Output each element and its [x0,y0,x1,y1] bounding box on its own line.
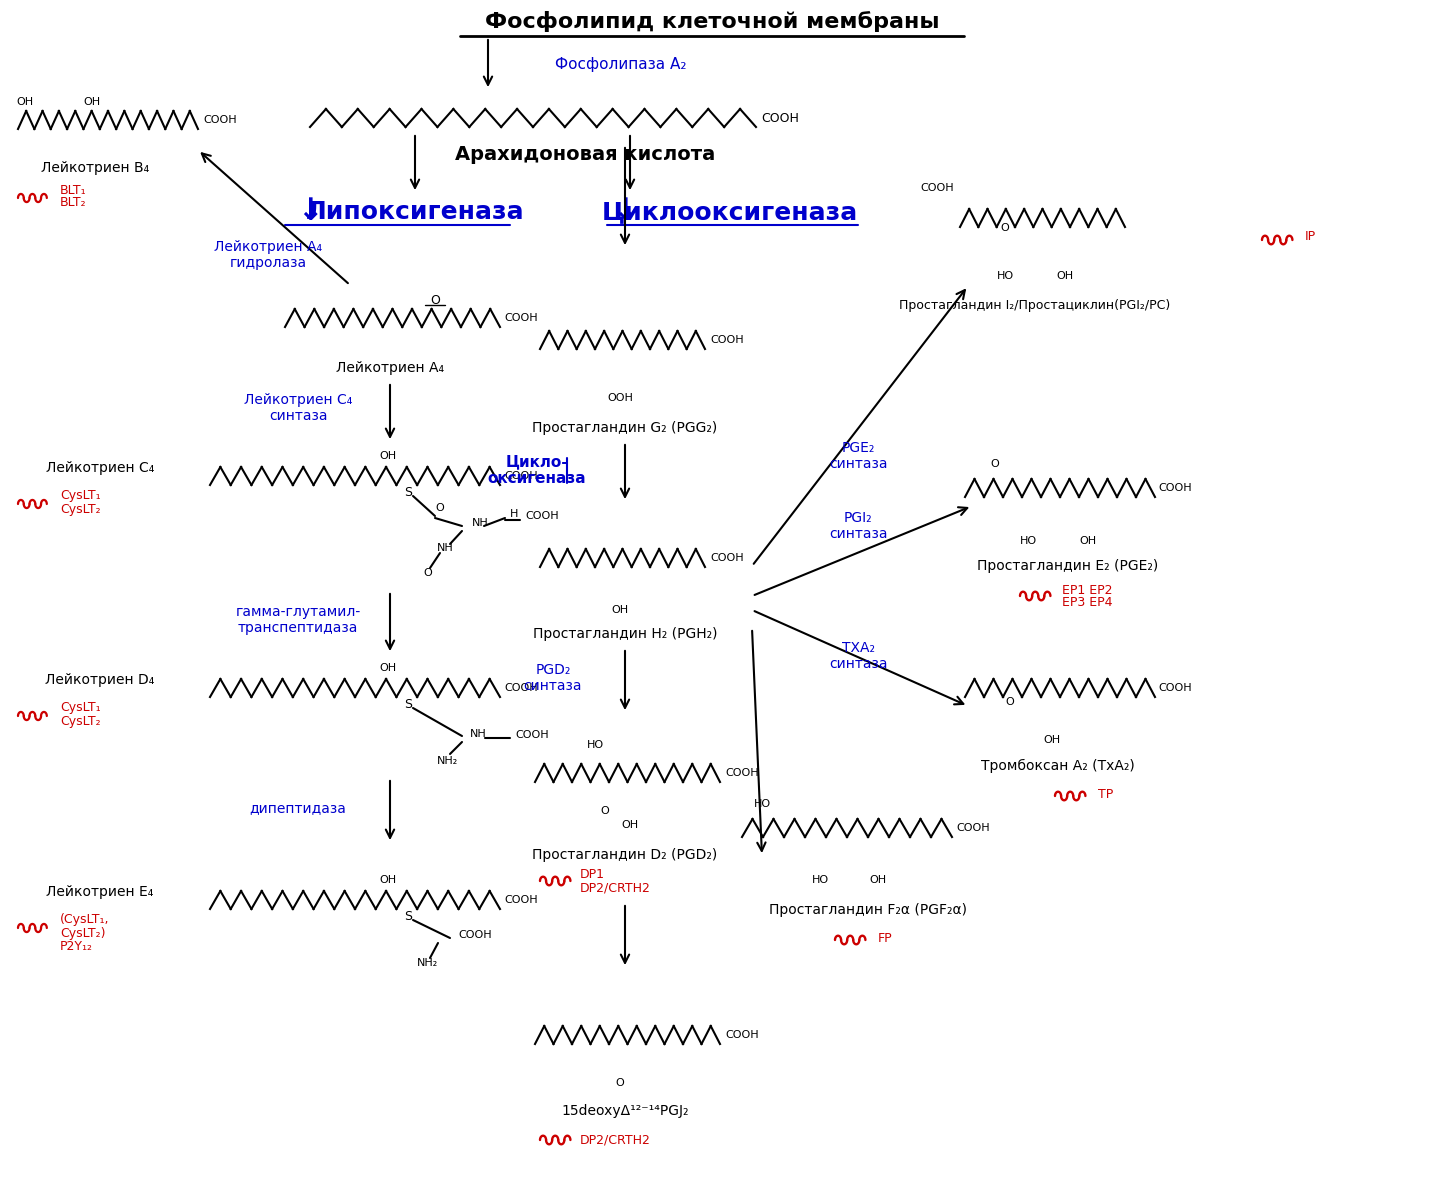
Text: Простагландин E₂ (PGE₂): Простагландин E₂ (PGE₂) [977,559,1158,573]
Text: Тромбоксан A₂ (TxA₂): Тромбоксан A₂ (TxA₂) [981,758,1135,773]
Text: H: H [509,509,518,519]
Text: EP3 EP4: EP3 EP4 [1062,597,1112,609]
Text: OH: OH [380,451,397,461]
Text: COOH: COOH [955,823,990,833]
Text: COOH: COOH [1158,683,1191,693]
Text: Фосфолипид клеточной мембраны: Фосфолипид клеточной мембраны [485,12,940,32]
Text: гамма-глутамил-
транспептидаза: гамма-глутамил- транспептидаза [236,605,361,635]
Text: HO: HO [812,875,829,886]
Text: Простагландин G₂ (PGG₂): Простагландин G₂ (PGG₂) [532,421,718,434]
Text: BLT₁: BLT₁ [60,184,86,197]
Text: Арахидоновая кислота: Арахидоновая кислота [455,146,715,165]
Text: O: O [600,806,609,815]
Text: OH: OH [380,664,397,673]
Text: COOH: COOH [725,768,758,777]
Text: OH: OH [1056,271,1073,281]
Text: O: O [1006,697,1014,707]
Text: OH: OH [612,605,629,615]
Text: Лейкотриен D₄: Лейкотриен D₄ [45,673,154,687]
Text: HO: HO [754,799,770,810]
Text: ↓: ↓ [298,197,322,227]
Text: OH: OH [622,820,639,830]
Text: Простагландин D₂ (PGD₂): Простагландин D₂ (PGD₂) [532,848,718,862]
Text: OH: OH [16,97,33,107]
Text: DP2/CRTH2: DP2/CRTH2 [580,1134,650,1147]
Text: OH: OH [83,97,101,107]
Text: NH: NH [472,518,489,528]
Text: O: O [436,503,445,513]
Text: ↓: ↓ [612,197,637,227]
Text: PGE₂
синтаза: PGE₂ синтаза [829,440,888,471]
Text: COOH: COOH [525,510,558,521]
Text: HO: HO [996,271,1013,281]
Text: Лейкотриен С₄: Лейкотриен С₄ [46,461,154,475]
Text: O: O [990,459,999,469]
Text: Простагландин F₂α (PGF₂α): Простагландин F₂α (PGF₂α) [768,903,967,918]
Text: Цикло-
оксигеназа: Цикло- оксигеназа [488,453,586,487]
Text: HO: HO [1019,537,1036,546]
Text: COOH: COOH [920,183,954,193]
Text: IP: IP [1305,229,1317,242]
Text: O: O [616,1078,625,1088]
Text: NH: NH [436,542,453,553]
Text: Простагландин I₂/Простациклин(PGI₂/PC): Простагландин I₂/Простациклин(PGI₂/PC) [899,299,1170,312]
Text: O: O [1000,223,1009,233]
Text: OH: OH [1079,537,1097,546]
Text: COOH: COOH [504,313,538,323]
Text: Лейкотриен А₄
гидролаза: Лейкотриен А₄ гидролаза [214,240,322,271]
Text: FP: FP [878,932,892,945]
Text: OH: OH [869,875,886,886]
Text: CysLT₂): CysLT₂) [60,927,105,939]
Text: O: O [430,293,440,306]
Text: TP: TP [1098,787,1114,800]
Text: EP1 EP2: EP1 EP2 [1062,584,1112,597]
Text: CysLT₁: CysLT₁ [60,702,101,715]
Text: PGD₂
синтаза: PGD₂ синтаза [524,662,583,693]
Text: S: S [404,485,412,499]
Text: Лейкотриен E₄: Лейкотриен E₄ [46,886,154,899]
Text: CysLT₂: CysLT₂ [60,502,101,515]
Text: OOH: OOH [607,393,633,404]
Text: Лейкотриен В₄: Лейкотриен В₄ [40,161,150,174]
Text: TXA₂
синтаза: TXA₂ синтаза [829,641,888,671]
Text: COOH: COOH [709,553,744,563]
Text: COOH: COOH [504,683,538,693]
Text: дипептидаза: дипептидаза [249,801,347,815]
Text: S: S [404,909,412,922]
Text: S: S [404,698,412,711]
Text: HO: HO [587,740,603,750]
Text: OH: OH [1043,735,1061,745]
Text: Липоксигеназа: Липоксигеназа [305,199,524,224]
Text: 15deoxyΔ¹²⁻¹⁴PGJ₂: 15deoxyΔ¹²⁻¹⁴PGJ₂ [561,1104,689,1118]
Text: Простагландин H₂ (PGH₂): Простагландин H₂ (PGH₂) [532,627,717,641]
Text: DP1: DP1 [580,869,604,882]
Text: Лейкотриен С₄
синтаза: Лейкотриен С₄ синтаза [243,393,353,423]
Text: CysLT₁: CysLT₁ [60,489,101,502]
Text: COOH: COOH [1158,483,1191,493]
Text: COOH: COOH [761,112,799,125]
Text: COOH: COOH [504,471,538,481]
Text: (CysLT₁,: (CysLT₁, [60,914,109,927]
Text: NH₂: NH₂ [416,958,437,969]
Text: COOH: COOH [515,730,548,740]
Text: DP2/CRTH2: DP2/CRTH2 [580,882,650,895]
Text: COOH: COOH [458,929,492,940]
Text: Циклооксигеназа: Циклооксигеназа [602,199,858,224]
Text: COOH: COOH [725,1030,758,1040]
Text: O: O [423,569,432,578]
Text: CysLT₂: CysLT₂ [60,715,101,728]
Text: Лейкотриен А₄: Лейкотриен А₄ [335,361,445,375]
Text: PGI₂
синтаза: PGI₂ синтаза [829,510,888,541]
Text: OH: OH [380,875,397,886]
Text: NH₂: NH₂ [436,756,458,766]
Text: COOH: COOH [504,895,538,904]
Text: Фосфолипаза А₂: Фосфолипаза А₂ [555,57,686,72]
Text: COOH: COOH [203,115,236,125]
Text: BLT₂: BLT₂ [60,197,86,209]
Text: P2Y₁₂: P2Y₁₂ [60,939,94,952]
Text: COOH: COOH [709,335,744,345]
Text: NH: NH [471,729,486,740]
